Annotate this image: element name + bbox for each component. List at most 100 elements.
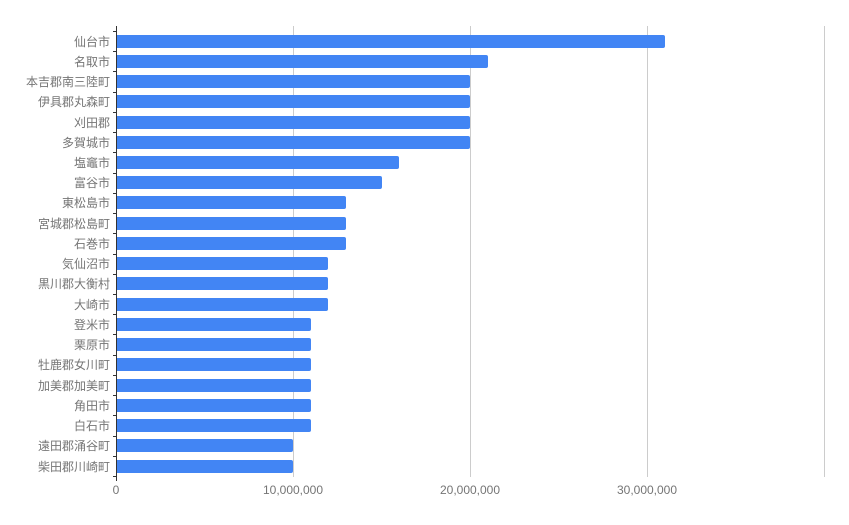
gridline xyxy=(293,26,294,477)
bar-row xyxy=(117,436,827,456)
category-label: 黒川郡大衡村 xyxy=(37,277,110,292)
category-tick xyxy=(113,253,117,255)
bar[interactable] xyxy=(117,34,665,48)
category-tick xyxy=(113,354,117,356)
category-label: 東松島市 xyxy=(61,196,110,211)
category-label: 仙台市 xyxy=(73,34,110,49)
bar-row xyxy=(117,51,827,71)
bar-row xyxy=(117,193,827,213)
bar-row xyxy=(117,233,827,253)
category-tick xyxy=(113,374,117,376)
bar[interactable] xyxy=(117,135,470,149)
bar[interactable] xyxy=(117,176,382,190)
category-tick xyxy=(113,273,117,275)
category-label: 石巻市 xyxy=(73,236,110,251)
category-label: 本吉郡南三陸町 xyxy=(25,75,110,90)
category-tick xyxy=(113,415,117,417)
bar-row xyxy=(117,395,827,415)
x-tick-label: 0 xyxy=(112,483,120,497)
category-label: 栗原市 xyxy=(73,338,110,353)
bar-row xyxy=(117,112,827,132)
bar[interactable] xyxy=(117,398,311,412)
category-label: 大崎市 xyxy=(73,297,110,312)
category-tick xyxy=(113,435,117,437)
category-label: 白石市 xyxy=(73,419,110,434)
category-label: 伊具郡丸森町 xyxy=(37,95,110,110)
category-label: 多賀城市 xyxy=(61,135,110,150)
category-tick xyxy=(113,31,117,32)
category-tick xyxy=(113,91,117,93)
category-tick xyxy=(113,476,117,477)
category-tick xyxy=(113,111,117,113)
category-label: 遠田郡涌谷町 xyxy=(37,439,110,454)
bar[interactable] xyxy=(117,115,470,129)
gridline xyxy=(647,26,648,477)
plot-area xyxy=(117,31,827,476)
bar[interactable] xyxy=(117,459,293,473)
category-tick xyxy=(113,152,117,154)
category-label: 牡鹿郡女川町 xyxy=(37,358,110,373)
category-tick xyxy=(113,314,117,316)
bar-row xyxy=(117,274,827,294)
category-label: 宮城郡松島町 xyxy=(37,216,110,231)
bar-row xyxy=(117,375,827,395)
bar-row xyxy=(117,173,827,193)
bar-row xyxy=(117,355,827,375)
category-tick xyxy=(113,213,117,215)
category-label: 名取市 xyxy=(73,54,110,69)
bar[interactable] xyxy=(117,419,311,433)
category-tick xyxy=(113,172,117,174)
bar-row xyxy=(117,314,827,334)
bar-row xyxy=(117,152,827,172)
bar-row xyxy=(117,456,827,476)
category-label: 登米市 xyxy=(73,317,110,332)
x-tick-label: 10,000,000 xyxy=(262,483,324,497)
category-tick xyxy=(113,334,117,336)
bar-row xyxy=(117,71,827,91)
category-label: 加美郡加美町 xyxy=(37,378,110,393)
category-label: 柴田郡川崎町 xyxy=(37,459,110,474)
y-axis-labels: 仙台市名取市本吉郡南三陸町伊具郡丸森町刈田郡多賀城市塩竈市富谷市東松島市宮城郡松… xyxy=(0,31,110,476)
gridline xyxy=(470,26,471,477)
bar[interactable] xyxy=(117,358,311,372)
bar[interactable] xyxy=(117,95,470,109)
x-tick-label: 30,000,000 xyxy=(616,483,678,497)
bar-row xyxy=(117,415,827,435)
bar-row xyxy=(117,335,827,355)
bar[interactable] xyxy=(117,277,329,291)
bar[interactable] xyxy=(117,317,311,331)
bar[interactable] xyxy=(117,54,488,68)
category-tick xyxy=(113,71,117,73)
category-label: 角田市 xyxy=(73,398,110,413)
bar-row xyxy=(117,213,827,233)
category-label: 刈田郡 xyxy=(73,115,110,130)
bar-row xyxy=(117,31,827,51)
bar[interactable] xyxy=(117,297,329,311)
category-label: 気仙沼市 xyxy=(61,257,110,272)
category-tick xyxy=(113,233,117,235)
category-tick xyxy=(113,51,117,53)
category-label: 塩竈市 xyxy=(73,156,110,171)
bar[interactable] xyxy=(117,236,347,250)
bar[interactable] xyxy=(117,378,311,392)
category-tick xyxy=(113,132,117,134)
gridline xyxy=(824,26,825,477)
category-tick xyxy=(113,455,117,457)
bar[interactable] xyxy=(117,216,347,230)
category-tick xyxy=(113,192,117,194)
x-tick-label: 20,000,000 xyxy=(439,483,501,497)
bar-row xyxy=(117,254,827,274)
category-label: 富谷市 xyxy=(73,176,110,191)
bar[interactable] xyxy=(117,338,311,352)
bar[interactable] xyxy=(117,156,400,170)
bar[interactable] xyxy=(117,75,470,89)
bar[interactable] xyxy=(117,196,347,210)
category-tick xyxy=(113,293,117,295)
bar-row xyxy=(117,132,827,152)
category-tick xyxy=(113,395,117,397)
bar-row xyxy=(117,294,827,314)
bar-row xyxy=(117,92,827,112)
bar[interactable] xyxy=(117,257,329,271)
bar[interactable] xyxy=(117,439,293,453)
